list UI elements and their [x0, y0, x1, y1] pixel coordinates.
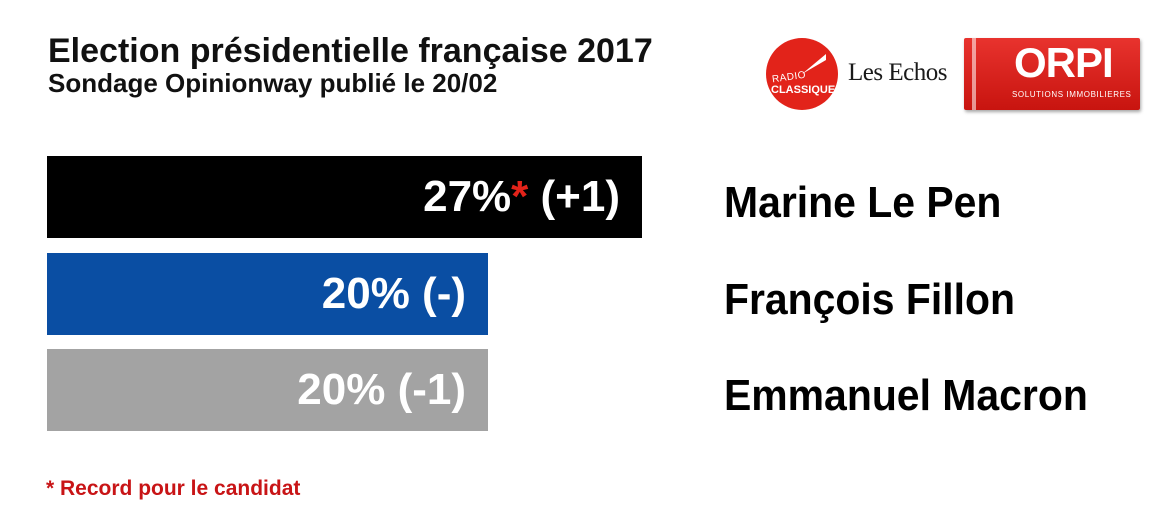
candidate-name-emmanuel-macron: Emmanuel Macron [724, 371, 1088, 420]
radio-logo-text-1: RADIO [771, 69, 807, 86]
les-echos-logo: Les Echos [848, 59, 947, 86]
bar-value-label: 27%* (+1) [423, 175, 620, 219]
chart-subtitle: Sondage Opinionway publié le 20/02 [48, 68, 498, 98]
radio-logo-text-2: CLASSIQUE [771, 84, 836, 96]
bar-change: (+1) [528, 172, 620, 221]
bar-value-label: 20% (-) [321, 269, 466, 318]
record-footnote: * Record pour le candidat [46, 477, 301, 500]
bar-francois-fillon: 20% (-) [47, 253, 488, 335]
orpi-stripe [972, 38, 976, 110]
record-marker: * [511, 172, 529, 221]
orpi-logo: ORPI SOLUTIONS IMMOBILIERES [964, 38, 1140, 110]
bar-marine-le-pen: 27%* (+1) [47, 156, 642, 238]
bar-value: 27% [423, 172, 512, 221]
bar-value-label: 20% (-1) [297, 365, 466, 414]
radio-classique-logo: RADIO CLASSIQUE [766, 38, 838, 110]
radio-swoosh-icon [802, 54, 826, 74]
candidate-name-francois-fillon: François Fillon [724, 275, 1016, 324]
orpi-logo-word: ORPI [1014, 39, 1114, 86]
candidate-name-marine-le-pen: Marine Le Pen [724, 178, 1002, 227]
bar-emmanuel-macron: 20% (-1) [47, 349, 488, 431]
chart-title: Election présidentielle française 2017 [48, 32, 653, 70]
orpi-logo-tagline: SOLUTIONS IMMOBILIERES [1012, 90, 1132, 99]
